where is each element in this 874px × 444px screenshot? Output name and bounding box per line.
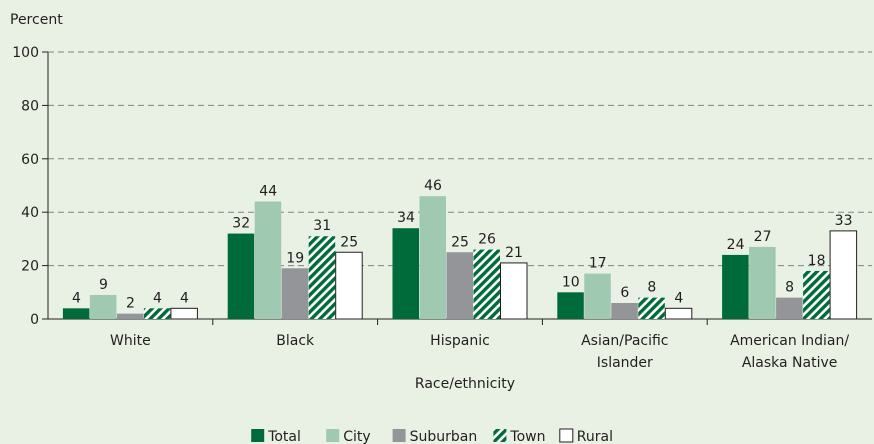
data-label: 34	[397, 210, 415, 226]
y-tick-label: 80	[21, 98, 39, 114]
legend-label: Rural	[577, 429, 613, 444]
bar-suburban	[446, 252, 473, 319]
data-label: 4	[674, 290, 683, 306]
category-label: White	[110, 333, 151, 349]
legend-item-suburban: Suburban	[392, 429, 478, 444]
data-label: 6	[620, 285, 629, 301]
legend-swatch	[392, 429, 406, 442]
bar-city	[254, 201, 282, 319]
data-label: 32	[232, 216, 250, 232]
data-label: 17	[589, 256, 607, 272]
legend-item-city: City	[326, 429, 371, 444]
bar-rural	[664, 307, 693, 320]
category-label: Asian/Pacific	[581, 333, 668, 349]
data-label: 25	[340, 234, 358, 250]
bar-suburban	[776, 297, 803, 319]
bar-total	[62, 308, 90, 319]
category-label: Black	[276, 333, 315, 349]
legend-label: Town	[509, 429, 545, 444]
bar-town	[638, 297, 665, 319]
bar-suburban	[116, 313, 144, 319]
data-label: 21	[505, 245, 523, 261]
bar-town	[308, 236, 336, 319]
legend-swatch	[326, 429, 340, 442]
bar-city	[419, 196, 446, 319]
legend-label: City	[343, 429, 370, 444]
data-label: 19	[286, 250, 304, 266]
data-label: 2	[126, 296, 135, 312]
y-tick-label: 40	[21, 205, 39, 221]
bar-total	[722, 254, 749, 319]
category-label: Alaska Native	[742, 355, 838, 371]
legend-swatch	[493, 429, 507, 442]
bar-suburban	[281, 268, 309, 319]
legend: Total City Suburban Town Rural	[251, 428, 613, 444]
data-label: 26	[478, 232, 496, 248]
y-tick-label: 0	[30, 312, 39, 328]
y-tick-label: 20	[21, 259, 39, 275]
legend-label: Suburban	[410, 429, 478, 444]
category-label: Islander	[597, 355, 653, 371]
x-axis-title: Race/ethnicity	[415, 376, 515, 392]
bar-city	[749, 246, 776, 319]
legend-item-rural: Rural	[559, 428, 613, 444]
data-label: 8	[785, 280, 794, 296]
bar-rural	[500, 262, 528, 320]
data-label: 46	[424, 178, 442, 194]
bar-total	[227, 233, 255, 319]
data-label: 24	[727, 237, 745, 253]
legend-item-total: Total	[251, 429, 301, 444]
legend-swatch	[559, 428, 574, 443]
data-label: 9	[99, 277, 108, 293]
bar-town	[143, 308, 171, 319]
data-label: 8	[647, 280, 656, 296]
bar-town	[803, 270, 830, 319]
data-label: 44	[259, 184, 277, 200]
bar-city	[89, 294, 117, 319]
bar-city	[584, 273, 611, 319]
data-label: 4	[72, 290, 81, 306]
bar-rural	[335, 251, 363, 320]
data-label: 31	[313, 218, 331, 234]
bar-rural	[170, 307, 198, 320]
data-label: 4	[153, 290, 162, 306]
data-label: 18	[808, 253, 826, 269]
y-tick-label: 100	[12, 45, 39, 61]
data-label: 10	[562, 274, 580, 290]
bar-rural	[829, 230, 858, 320]
data-label: 25	[451, 234, 469, 250]
legend-item-town: Town	[493, 429, 545, 444]
bar-total	[392, 228, 419, 319]
category-label: American Indian/	[730, 333, 849, 349]
data-label: 4	[180, 290, 189, 306]
y-axis-title: Percent	[10, 12, 63, 28]
bar-total	[557, 292, 584, 319]
data-label: 27	[754, 229, 772, 245]
category-label: Hispanic	[430, 333, 490, 349]
legend-swatch	[251, 429, 265, 442]
data-label: 33	[835, 213, 853, 229]
bar-town	[473, 249, 500, 319]
legend-label: Total	[267, 429, 301, 444]
y-tick-label: 60	[21, 152, 39, 168]
bar-suburban	[611, 302, 638, 319]
